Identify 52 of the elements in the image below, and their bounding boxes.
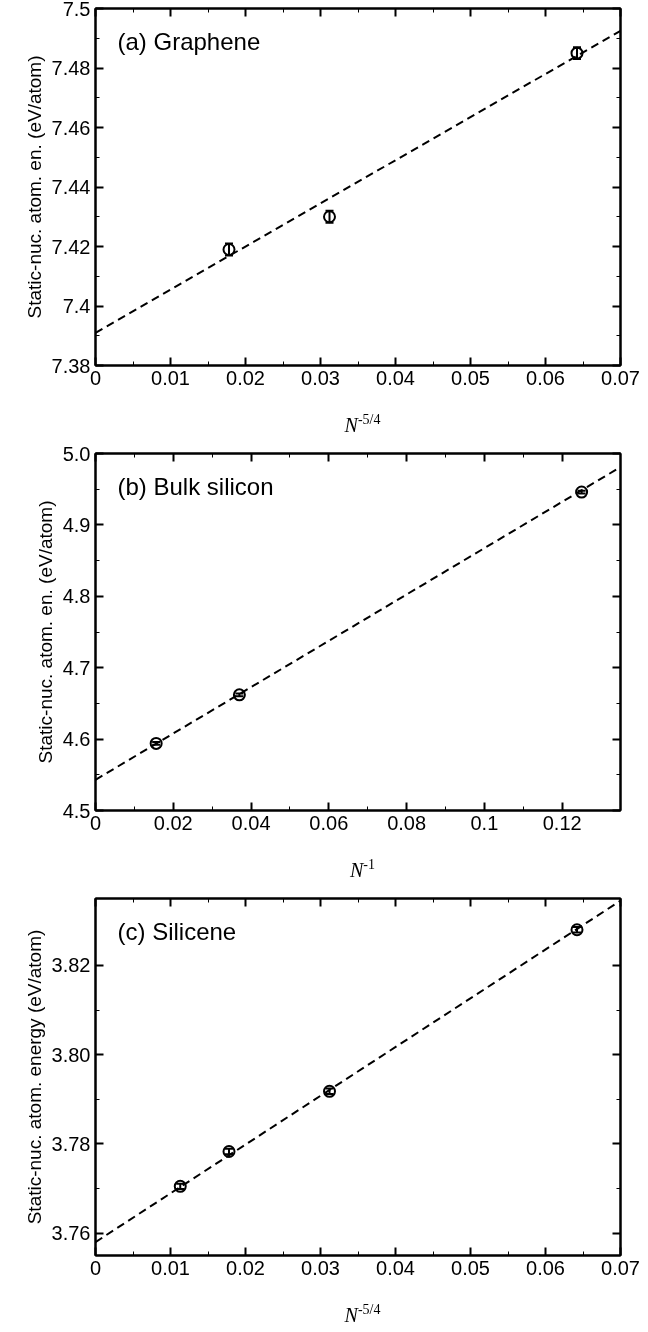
x-tick-label: 0: [89, 366, 102, 389]
x-tick-label: 0.06: [309, 811, 349, 834]
y-tick-label: 3.78: [51, 1132, 91, 1155]
y-tick-label: 5.0: [62, 442, 91, 465]
x-tick-label: 0.02: [226, 366, 265, 389]
text: (b) Bulk silicon: [117, 472, 274, 500]
x-tick-label: 0.05: [451, 1256, 490, 1279]
text: (a) Graphene: [117, 27, 261, 55]
x-tick-label: 0.05: [451, 366, 490, 389]
x-tick-label: 0.01: [151, 1256, 190, 1279]
x-tick-label: 0.06: [526, 366, 565, 389]
y-tick-label: 7.4: [62, 295, 91, 317]
y-tick-label: 4.9: [62, 513, 91, 536]
point: [232, 688, 246, 702]
point: [149, 736, 163, 750]
text: (c) Silicene: [117, 917, 237, 945]
x-axis-title: N$^{-5/4}$: [344, 1302, 381, 1326]
x-tick-label: 0.12: [542, 811, 582, 834]
x-tick-label: 0.04: [376, 366, 415, 389]
x-tick-label: 0.08: [387, 811, 427, 834]
y-tick-label: 3.76: [51, 1222, 91, 1245]
x-tick-label: 0.02: [226, 1256, 265, 1279]
y-tick-label: 7.46: [51, 116, 91, 139]
x-tick-label: 0: [89, 1256, 102, 1279]
x-tick-label: 0.07: [601, 1256, 640, 1279]
x-tick-label: 0.04: [376, 1256, 415, 1279]
y-tick-label: 4.8: [62, 585, 91, 608]
y-tick-label: 7.44: [51, 176, 91, 198]
x-tick-label: 0.03: [301, 1256, 340, 1279]
y-axis-title: Static-nuc. atom. en. (eV/atom): [34, 500, 56, 764]
y-tick-label: 7.5: [62, 0, 91, 20]
y-tick-label: 3.80: [51, 1043, 91, 1066]
x-tick-label: 0: [89, 811, 102, 834]
y-tick-label: 4.5: [62, 799, 91, 822]
y-axis-title: Static-nuc. atom. en. (eV/atom): [23, 55, 45, 319]
y-tick-label: 7.42: [51, 235, 91, 258]
y-tick-label: 4.6: [62, 728, 91, 751]
x-axis-title: N$^{-5/4}$: [344, 412, 381, 436]
x-tick-label: 0.07: [601, 366, 640, 389]
y-tick-label: 4.7: [62, 656, 91, 679]
x-tick-label: 0.04: [231, 811, 271, 834]
y-tick-label: 7.38: [51, 354, 91, 377]
x-tick-label: 0.01: [151, 366, 190, 389]
y-tick-label: 7.48: [51, 57, 91, 79]
x-axis-title: N$^{-1}$: [349, 857, 375, 881]
x-tick-label: 0.02: [153, 811, 193, 834]
x-tick-label: 0.1: [470, 811, 499, 834]
point: [575, 485, 589, 499]
y-axis-title: Static-nuc. atom. energy (eV/atom): [23, 929, 45, 1225]
x-tick-label: 0.03: [301, 366, 340, 389]
x-tick-label: 0.06: [526, 1256, 565, 1279]
y-tick-label: 3.82: [51, 954, 91, 977]
